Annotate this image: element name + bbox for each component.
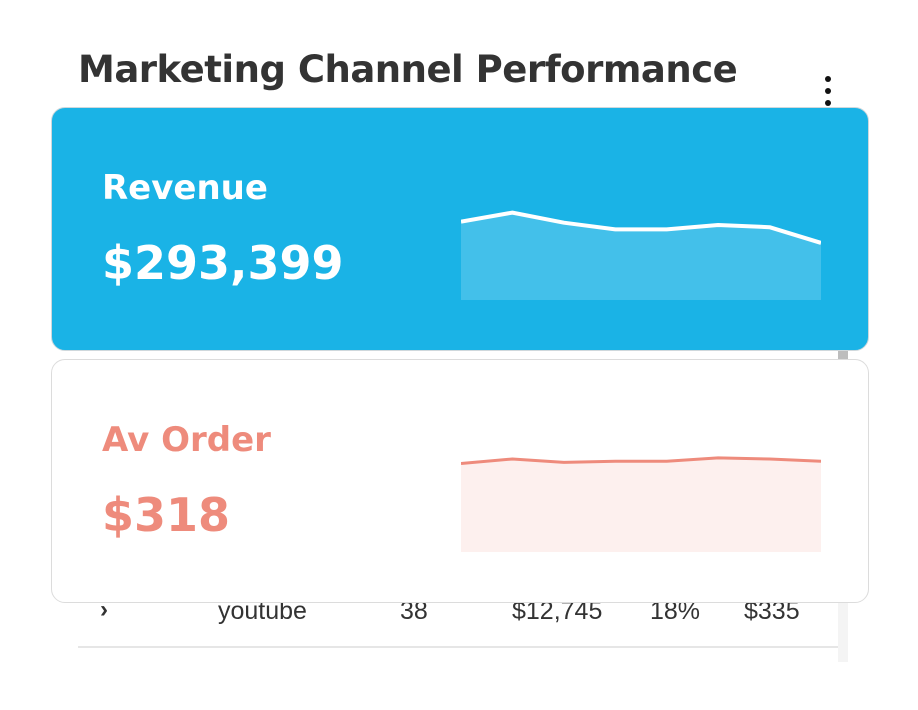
revenue-card[interactable]: Revenue $293,399 bbox=[51, 107, 869, 351]
revenue-sparkline bbox=[461, 210, 821, 300]
chevron-right-icon[interactable]: › bbox=[100, 596, 108, 623]
av-order-card[interactable]: Av Order $318 bbox=[51, 359, 869, 603]
kebab-menu-icon[interactable] bbox=[816, 74, 840, 108]
av-order-value: $318 bbox=[102, 488, 231, 542]
av-order-label: Av Order bbox=[102, 420, 271, 460]
av-order-sparkline bbox=[461, 456, 821, 552]
menu-dot bbox=[825, 100, 831, 106]
menu-dot bbox=[825, 76, 831, 82]
revenue-value: $293,399 bbox=[102, 236, 344, 290]
av-order-sparkline-area bbox=[461, 457, 821, 552]
revenue-label: Revenue bbox=[102, 168, 268, 208]
menu-dot bbox=[825, 88, 831, 94]
revenue-sparkline-line bbox=[461, 210, 821, 245]
revenue-sparkline-area bbox=[461, 212, 821, 300]
table-scrollbar[interactable] bbox=[838, 350, 848, 360]
av-order-sparkline-line bbox=[461, 456, 821, 465]
widget-title: Marketing Channel Performance bbox=[78, 48, 738, 91]
